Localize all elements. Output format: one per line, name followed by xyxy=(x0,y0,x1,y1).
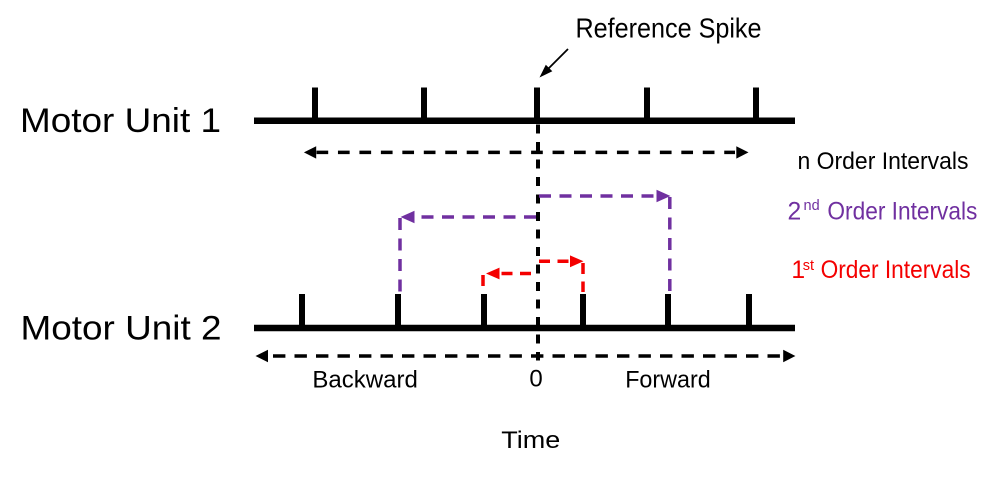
svg-text:n Order Intervals: n Order Intervals xyxy=(798,148,969,175)
svg-text:nd: nd xyxy=(804,198,820,214)
svg-text:Order Intervals: Order Intervals xyxy=(827,199,977,226)
svg-text:Motor Unit 2: Motor Unit 2 xyxy=(21,310,222,348)
svg-text:Time: Time xyxy=(501,427,560,454)
svg-text:Motor Unit 1: Motor Unit 1 xyxy=(20,102,221,140)
svg-text:2: 2 xyxy=(788,199,802,226)
svg-text:Backward: Backward xyxy=(312,366,418,393)
svg-text:1: 1 xyxy=(791,257,805,284)
svg-text:st: st xyxy=(803,258,814,274)
svg-text:Reference Spike: Reference Spike xyxy=(576,12,762,43)
svg-text:0: 0 xyxy=(529,366,542,393)
svg-text:Order Intervals: Order Intervals xyxy=(821,257,971,284)
svg-text:Forward: Forward xyxy=(625,366,711,393)
